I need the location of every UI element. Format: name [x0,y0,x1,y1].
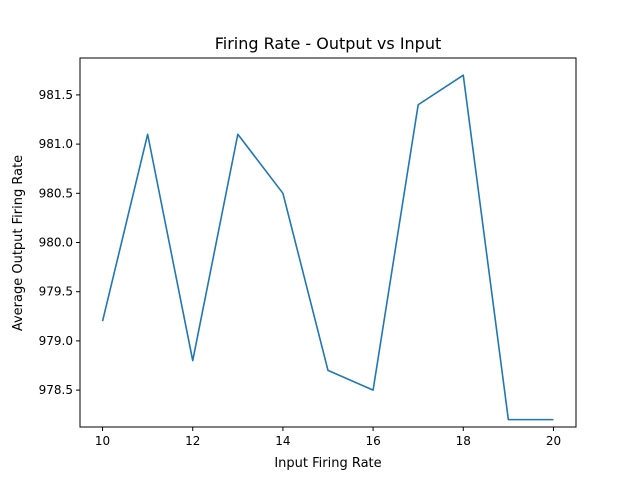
chart-title: Firing Rate - Output vs Input [215,34,442,53]
x-tick-label: 20 [546,434,561,448]
y-tick-label: 980.5 [39,186,73,200]
y-tick-label: 981.0 [39,137,73,151]
y-axis-ticks: 978.5 979.0 979.5 980.0 980.5 981.0 981.5 [39,88,80,397]
y-tick-label: 979.0 [39,334,73,348]
y-tick-label: 981.5 [39,88,73,102]
plot-frame [79,57,577,428]
y-axis-label: Average Output Firing Rate [11,155,26,331]
x-axis-label: Input Firing Rate [274,456,381,471]
x-tick-label: 18 [456,434,471,448]
x-axis-ticks: 10 12 14 16 18 20 [95,427,561,448]
x-tick-label: 14 [275,434,290,448]
y-tick-label: 980.0 [39,236,73,250]
x-tick-label: 16 [365,434,380,448]
y-tick-label: 979.5 [39,285,73,299]
x-tick-label: 12 [185,434,200,448]
series-line [101,74,554,421]
x-tick-label: 10 [95,434,110,448]
y-tick-label: 978.5 [39,383,73,397]
series-layer [101,74,554,421]
